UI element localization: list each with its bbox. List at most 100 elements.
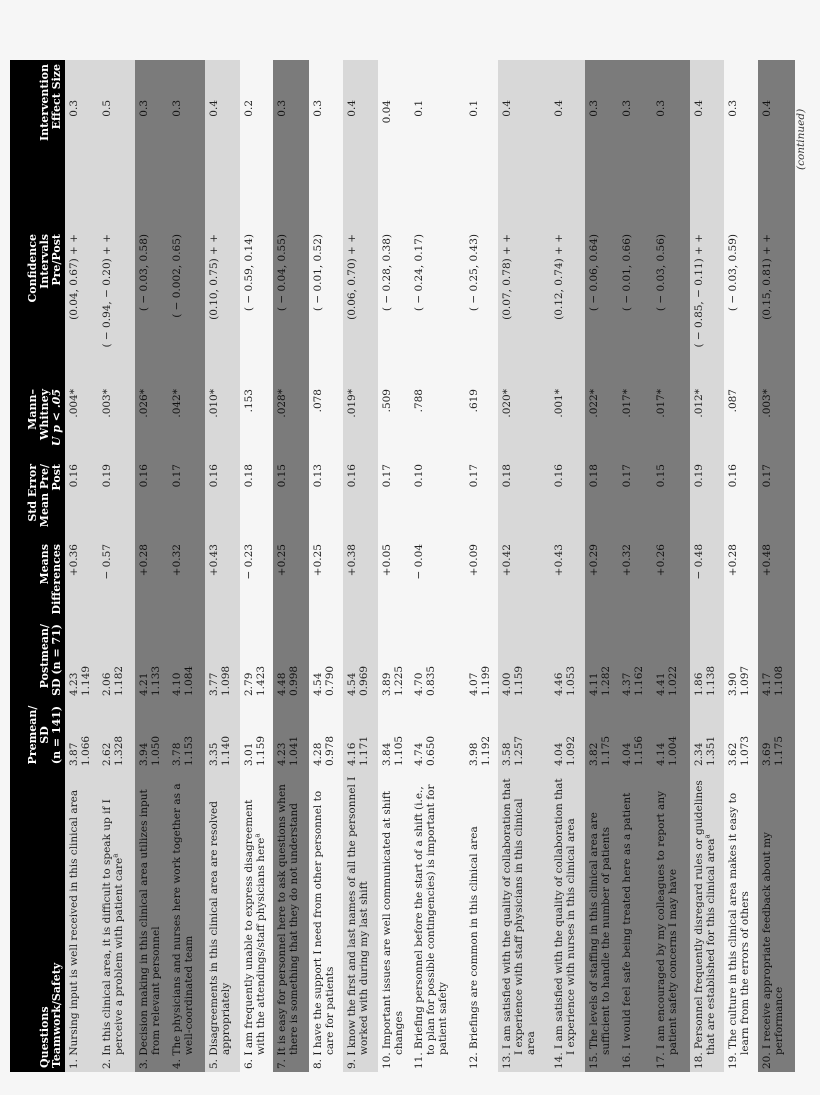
std-error-cell: 0.18: [240, 460, 273, 540]
question-cell: 11. Briefing personnel before the start …: [410, 770, 465, 1072]
premean-cell: 4.04 1.156: [618, 700, 652, 770]
premean-cell: 2.34 1.351: [690, 700, 724, 770]
postmean-cell: 4.21 1.133: [135, 620, 168, 700]
effect-size-cell: 0.4: [550, 60, 585, 230]
confidence-interval-cell: ( − 0.24, 0.17): [410, 230, 465, 385]
mann-whitney-cell: .788: [410, 385, 465, 460]
question-cell: 19. The culture in this clinical area ma…: [724, 770, 758, 1072]
std-error-cell: 0.15: [652, 460, 690, 540]
std-error-cell: 0.17: [465, 460, 498, 540]
std-error-cell: 0.17: [618, 460, 652, 540]
effect-size-cell: 0.5: [98, 60, 135, 230]
header-confidence-intervals: Confidence Intervals Pre/Post: [10, 230, 65, 385]
confidence-interval-cell: ( − 0.04, 0.55): [273, 230, 309, 385]
effect-size-cell: 0.1: [465, 60, 498, 230]
header-questions: Questions Teamwork/Safety: [10, 770, 65, 1072]
effect-size-cell: 0.3: [309, 60, 343, 230]
confidence-interval-cell: ( − 0.03, 0.59): [724, 230, 758, 385]
postmean-cell: 4.17 1.108: [758, 620, 795, 700]
table-row: 7. It is easy for personnel here to ask …: [273, 60, 309, 1072]
mann-whitney-cell: .153: [240, 385, 273, 460]
question-cell: 15. The levels of staffing in this clini…: [585, 770, 618, 1072]
effect-size-cell: 0.4: [690, 60, 724, 230]
premean-cell: 3.87 1.066: [65, 700, 98, 770]
means-difference-cell: − 0.57: [98, 540, 135, 620]
mann-whitney-cell: .042*: [168, 385, 205, 460]
std-error-cell: 0.19: [690, 460, 724, 540]
confidence-interval-cell: (0.12, 0.74) + +: [550, 230, 585, 385]
mann-whitney-cell: .012*: [690, 385, 724, 460]
header-means-differences: Means Differences: [10, 540, 65, 620]
mann-whitney-cell: .087: [724, 385, 758, 460]
table-row: 11. Briefing personnel before the start …: [410, 60, 465, 1072]
confidence-interval-cell: ( − 0.03, 0.56): [652, 230, 690, 385]
means-difference-cell: +0.26: [652, 540, 690, 620]
std-error-cell: 0.16: [550, 460, 585, 540]
confidence-interval-cell: ( − 0.59, 0.14): [240, 230, 273, 385]
premean-cell: 3.84 1.105: [378, 700, 410, 770]
survey-results-table: Questions Teamwork/Safety Premean/SD (n = …: [10, 60, 795, 1072]
question-cell: 2. In this clinical area, it is difficul…: [98, 770, 135, 1072]
mann-whitney-cell: .078: [309, 385, 343, 460]
means-difference-cell: +0.42: [498, 540, 550, 620]
confidence-interval-cell: ( − 0.01, 0.66): [618, 230, 652, 385]
premean-cell: 3.01 1.159: [240, 700, 273, 770]
confidence-interval-cell: (0.15, 0.81) + +: [758, 230, 795, 385]
means-difference-cell: +0.25: [273, 540, 309, 620]
means-difference-cell: +0.32: [168, 540, 205, 620]
header-row: Questions Teamwork/Safety Premean/SD (n = …: [10, 60, 65, 1072]
confidence-interval-cell: ( − 0.94, − 0.20) + +: [98, 230, 135, 385]
premean-cell: 2.62 1.328: [98, 700, 135, 770]
mann-whitney-cell: .017*: [618, 385, 652, 460]
std-error-cell: 0.17: [168, 460, 205, 540]
premean-cell: 3.62 1.073: [724, 700, 758, 770]
postmean-cell: 3.89 1.225: [378, 620, 410, 700]
table-row: 8. I have the support I need from other …: [309, 60, 343, 1072]
postmean-cell: 4.41 1.022: [652, 620, 690, 700]
effect-size-cell: 0.3: [65, 60, 98, 230]
rotated-table-container: Questions Teamwork/Safety Premean/SD (n = …: [10, 60, 795, 1072]
question-cell: 1. Nursing input is well received in thi…: [65, 770, 98, 1072]
std-error-cell: 0.16: [343, 460, 378, 540]
header-mann-whitney: Mann– Whitney U p < .05: [10, 385, 65, 460]
question-cell: 6. I am frequently unable to express dis…: [240, 770, 273, 1072]
table-row: 9. I know the first and last names of al…: [343, 60, 378, 1072]
table-row: 20. I receive appropriate feedback about…: [758, 60, 795, 1072]
table-row: 13. I am satisfied with the quality of c…: [498, 60, 550, 1072]
question-cell: 3. Decision making in this clinical area…: [135, 770, 168, 1072]
premean-cell: 4.74 0.650: [410, 700, 465, 770]
effect-size-cell: 0.3: [168, 60, 205, 230]
header-std-error: Std Error Mean Pre/Post: [10, 460, 65, 540]
means-difference-cell: − 0.48: [690, 540, 724, 620]
table-row: 15. The levels of staffing in this clini…: [585, 60, 618, 1072]
question-cell: 13. I am satisfied with the quality of c…: [498, 770, 550, 1072]
means-difference-cell: − 0.04: [410, 540, 465, 620]
premean-cell: 3.69 1.175: [758, 700, 795, 770]
postmean-cell: 4.00 1.159: [498, 620, 550, 700]
table-row: 3. Decision making in this clinical area…: [135, 60, 168, 1072]
table-row: 6. I am frequently unable to express dis…: [240, 60, 273, 1072]
question-cell: 18. Personnel frequently disregard rules…: [690, 770, 724, 1072]
premean-cell: 4.16 1.171: [343, 700, 378, 770]
means-difference-cell: +0.29: [585, 540, 618, 620]
postmean-cell: 4.54 0.790: [309, 620, 343, 700]
effect-size-cell: 0.3: [135, 60, 168, 230]
premean-cell: 4.04 1.092: [550, 700, 585, 770]
means-difference-cell: +0.48: [758, 540, 795, 620]
std-error-cell: 0.18: [498, 460, 550, 540]
postmean-cell: 4.11 1.282: [585, 620, 618, 700]
effect-size-cell: 0.4: [205, 60, 240, 230]
continued-note: (continued): [795, 40, 815, 170]
std-error-cell: 0.17: [378, 460, 410, 540]
premean-cell: 3.78 1.153: [168, 700, 205, 770]
mann-whitney-cell: .001*: [550, 385, 585, 460]
table-row: 12. Briefings are common in this clinica…: [465, 60, 498, 1072]
header-effect-size: Intervention Effect Size: [10, 60, 65, 230]
postmean-cell: 3.90 1.097: [724, 620, 758, 700]
table-row: 1. Nursing input is well received in thi…: [65, 60, 98, 1072]
effect-size-cell: 0.3: [652, 60, 690, 230]
premean-cell: 4.14 1.004: [652, 700, 690, 770]
postmean-cell: 2.06 1.182: [98, 620, 135, 700]
postmean-cell: 2.79 1.423: [240, 620, 273, 700]
table-row: 18. Personnel frequently disregard rules…: [690, 60, 724, 1072]
